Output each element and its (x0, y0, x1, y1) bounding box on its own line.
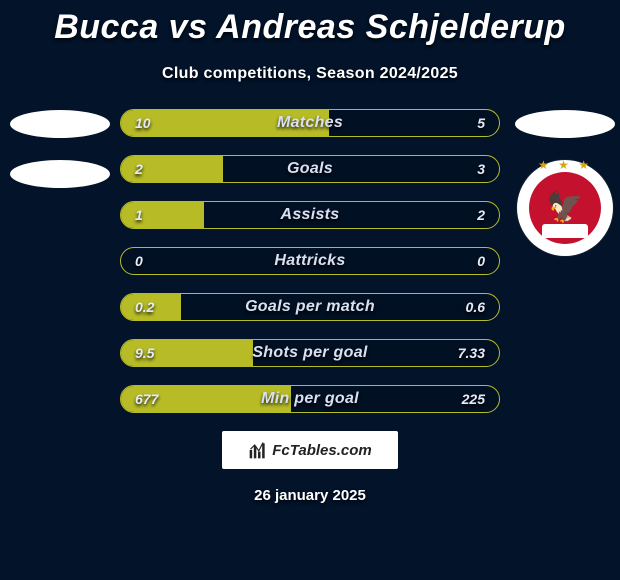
player-right-badges: ★ ★ ★ 🦅 (510, 110, 620, 256)
player-right-photo-placeholder (515, 110, 615, 138)
stat-row: 105Matches (120, 109, 500, 137)
stat-label: Goals per match (121, 294, 499, 320)
stat-row: 677225Min per goal (120, 385, 500, 413)
player-left-photo-placeholder (10, 110, 110, 138)
stat-label: Matches (121, 110, 499, 136)
comparison-chart: 105Matches 23Goals 12Assists 00Hattricks 0.2… (120, 109, 500, 413)
stat-label: Min per goal (121, 386, 499, 412)
stat-row: 23Goals (120, 155, 500, 183)
stat-label: Hattricks (121, 248, 499, 274)
stat-row: 12Assists (120, 201, 500, 229)
branding-text: FcTables.com (272, 442, 371, 459)
player-left-club-placeholder (10, 160, 110, 188)
branding-box[interactable]: FcTables.com (222, 431, 398, 469)
stat-label: Assists (121, 202, 499, 228)
page-title: Bucca vs Andreas Schjelderup (0, 0, 620, 47)
player-left-badges (5, 110, 115, 210)
club-shield-icon: 🦅 (529, 172, 601, 244)
stat-label: Shots per goal (121, 340, 499, 366)
stat-row: 0.20.6Goals per match (120, 293, 500, 321)
stat-label: Goals (121, 156, 499, 182)
page-subtitle: Club competitions, Season 2024/2025 (0, 65, 620, 83)
bars-logo-icon (248, 440, 268, 460)
stat-row: 9.57.33Shots per goal (120, 339, 500, 367)
club-badge-benfica: ★ ★ ★ 🦅 (517, 160, 613, 256)
stat-row: 00Hattricks (120, 247, 500, 275)
club-band-icon (542, 224, 588, 238)
snapshot-date: 26 january 2025 (0, 487, 620, 504)
club-stars-icon: ★ ★ ★ (517, 158, 613, 172)
eagle-icon: 🦅 (546, 193, 583, 223)
